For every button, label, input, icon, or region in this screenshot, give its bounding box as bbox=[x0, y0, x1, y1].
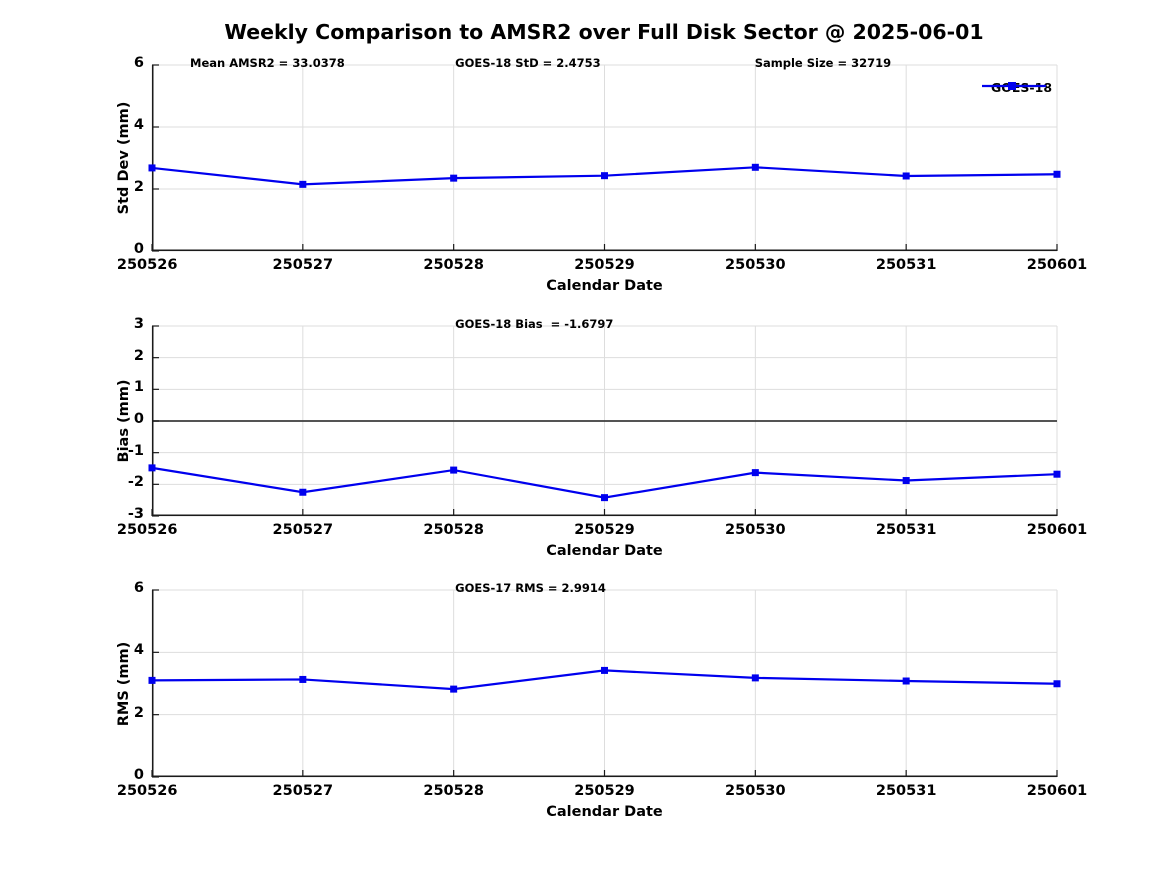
x-tick-labels: 250526 250527 250528 250529 250530 250531 2506… bbox=[117, 257, 1087, 277]
plot-area: Mean AMSR2 = 33.0378 GOES-18 StD = 2.4753… bbox=[148, 56, 1061, 252]
annotation-text: Mean AMSR2 = 33.0378 bbox=[190, 56, 345, 70]
data-point-marker bbox=[450, 685, 458, 693]
data-point-marker bbox=[299, 675, 307, 683]
data-point-marker bbox=[751, 674, 759, 682]
x-tick-label: 250601 bbox=[1026, 783, 1088, 799]
plot-canvas bbox=[148, 589, 1061, 778]
legend-label: GOES-18 bbox=[991, 80, 1053, 95]
data-point-marker bbox=[148, 464, 156, 472]
data-point-marker bbox=[601, 666, 608, 674]
x-tick-label: 250531 bbox=[875, 783, 937, 799]
x-tick-labels: 250526 250527 250528 250529 250530 250531 2506… bbox=[117, 783, 1087, 803]
data-point-marker bbox=[299, 488, 307, 496]
x-tick-label: 250528 bbox=[423, 522, 484, 538]
x-tick-label: 250601 bbox=[1026, 257, 1088, 273]
y-tick-label: 6 bbox=[133, 580, 144, 596]
data-point-marker bbox=[1053, 170, 1061, 178]
data-point-marker bbox=[902, 477, 910, 485]
x-tick-label: 250528 bbox=[423, 257, 484, 273]
x-tick-label: 250531 bbox=[875, 522, 937, 538]
data-point-marker bbox=[601, 494, 608, 502]
x-tick-label: 250526 bbox=[116, 783, 178, 799]
y-tick-label: 0 bbox=[133, 411, 144, 427]
y-tick-label: 3 bbox=[133, 316, 144, 332]
y-tick-label: 0 bbox=[133, 767, 144, 783]
y-tick-label: 4 bbox=[133, 642, 144, 659]
legend-line-marker-icon bbox=[982, 82, 1046, 90]
x-tick-label: 250527 bbox=[272, 257, 334, 273]
legend: GOES-18 bbox=[982, 80, 1052, 95]
data-point-marker bbox=[1053, 680, 1061, 688]
x-tick-label: 250526 bbox=[116, 522, 178, 538]
x-tick-label: 250601 bbox=[1026, 522, 1088, 538]
y-tick-label: -2 bbox=[127, 474, 144, 491]
data-point-marker bbox=[450, 174, 458, 182]
annotation-text: Sample Size = 32719 bbox=[754, 56, 892, 70]
data-point-marker bbox=[148, 676, 156, 684]
x-tick-label: 250529 bbox=[574, 257, 635, 273]
data-point-marker bbox=[1053, 470, 1061, 478]
figure-title: Weekly Comparison to AMSR2 over Full Dis… bbox=[224, 20, 984, 44]
y-tick-labels: 0 2 4 6 bbox=[0, 580, 150, 783]
y-tick-label: 4 bbox=[133, 117, 144, 133]
x-tick-label: 250530 bbox=[725, 522, 786, 538]
y-tick-label: 6 bbox=[133, 55, 144, 71]
data-point-marker bbox=[902, 172, 910, 180]
x-tick-labels: 250526 250527 250528 250529 250530 250531 2506… bbox=[117, 522, 1087, 542]
x-axis-title: Calendar Date bbox=[546, 543, 663, 559]
plot-area: GOES-17 RMS = 2.9914 bbox=[148, 581, 1061, 778]
data-point-marker bbox=[148, 164, 156, 172]
x-axis-title: Calendar Date bbox=[546, 804, 663, 820]
plot-canvas bbox=[148, 325, 1061, 517]
x-tick-label: 250529 bbox=[574, 783, 635, 799]
data-point-marker bbox=[751, 469, 759, 477]
x-tick-label: 250530 bbox=[725, 783, 786, 799]
y-tick-label: -3 bbox=[127, 506, 144, 522]
x-tick-label: 250530 bbox=[725, 257, 786, 273]
x-tick-label: 250528 bbox=[423, 783, 484, 799]
x-tick-label: 250529 bbox=[574, 522, 635, 538]
x-tick-label: 250526 bbox=[116, 257, 178, 273]
y-tick-label: 1 bbox=[133, 379, 144, 396]
y-tick-label: 2 bbox=[133, 347, 144, 364]
annotation-text: GOES-18 StD = 2.4753 bbox=[455, 56, 601, 70]
plot-area: GOES-18 Bias = -1.6797 bbox=[148, 317, 1061, 517]
x-tick-label: 250527 bbox=[272, 522, 334, 538]
x-tick-label: 250527 bbox=[272, 783, 334, 799]
x-tick-label: 250531 bbox=[875, 257, 937, 273]
y-tick-labels: 0 2 4 6 bbox=[0, 55, 150, 257]
y-tick-label: -1 bbox=[127, 442, 144, 459]
y-tick-label: 2 bbox=[133, 704, 144, 721]
data-point-marker bbox=[902, 677, 910, 685]
data-point-marker bbox=[299, 180, 307, 188]
data-point-marker bbox=[751, 163, 759, 171]
plot-canvas bbox=[148, 64, 1061, 252]
annotation-text: GOES-17 RMS = 2.9914 bbox=[455, 581, 606, 595]
x-axis-title: Calendar Date bbox=[546, 278, 663, 294]
y-tick-label: 0 bbox=[133, 241, 144, 257]
data-point-marker bbox=[450, 466, 458, 474]
annotation-text: GOES-18 Bias = -1.6797 bbox=[455, 317, 614, 331]
data-point-marker bbox=[601, 172, 608, 180]
y-tick-label: 2 bbox=[133, 179, 144, 195]
y-tick-labels: 3 2 1 0 -1 -2 -3 bbox=[0, 316, 150, 522]
